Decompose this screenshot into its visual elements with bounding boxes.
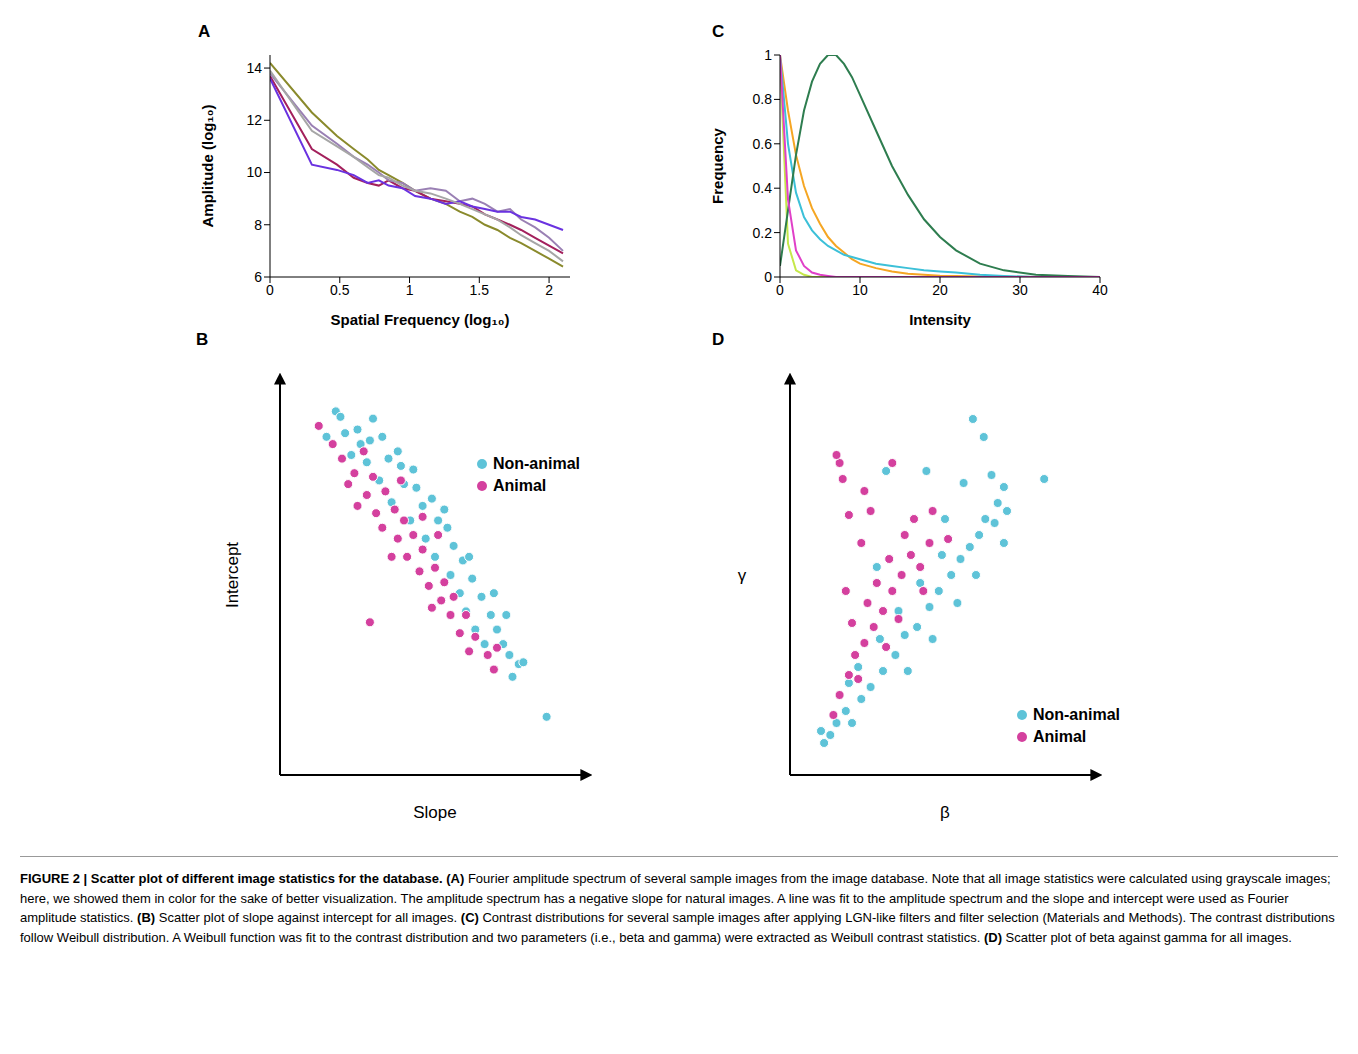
html-text:D: D xyxy=(712,330,725,349)
svg-text:1: 1 xyxy=(406,282,414,298)
html-text:Non-animal: Non-animal xyxy=(1032,706,1120,723)
html-text:A: A xyxy=(198,22,211,41)
svg-text:0.2: 0.2 xyxy=(753,225,773,241)
html-text:Non-animal: Non-animal xyxy=(492,455,580,472)
svg-text:0: 0 xyxy=(266,282,274,298)
svg-text:1: 1 xyxy=(764,47,772,63)
svg-text:Slope: Slope xyxy=(413,803,456,822)
svg-text:1.5: 1.5 xyxy=(470,282,490,298)
html-text:Animal: Animal xyxy=(1032,728,1087,745)
svg-text:40: 40 xyxy=(1092,282,1108,298)
svg-text:0.4: 0.4 xyxy=(753,180,773,196)
svg-text:β: β xyxy=(940,803,950,822)
html-text:B: B xyxy=(196,330,209,349)
svg-text:14: 14 xyxy=(246,60,262,76)
svg-text:10: 10 xyxy=(852,282,868,298)
html-text:FIGURE 2 | Scatter plot of dif: FIGURE 2 | Scatter plot of different ima… xyxy=(20,871,1335,945)
svg-text:0: 0 xyxy=(764,269,772,285)
svg-text:0.5: 0.5 xyxy=(330,282,350,298)
svg-text:0: 0 xyxy=(776,282,784,298)
svg-text:Intensity: Intensity xyxy=(909,311,971,328)
svg-text:10: 10 xyxy=(246,164,262,180)
svg-text:20: 20 xyxy=(932,282,948,298)
html-text:Animal: Animal xyxy=(492,477,547,494)
svg-text:2: 2 xyxy=(545,282,553,298)
svg-text:6: 6 xyxy=(254,269,262,285)
svg-text:Frequency: Frequency xyxy=(709,127,726,204)
svg-text:30: 30 xyxy=(1012,282,1028,298)
svg-text:12: 12 xyxy=(246,112,262,128)
svg-text:Intercept: Intercept xyxy=(223,542,242,608)
svg-text:0.6: 0.6 xyxy=(753,136,773,152)
svg-text:Spatial Frequency (log₁₀): Spatial Frequency (log₁₀) xyxy=(331,311,510,328)
svg-text:γ: γ xyxy=(738,566,747,585)
html-text:C: C xyxy=(712,22,725,41)
svg-text:Amplitude (log₁₀): Amplitude (log₁₀) xyxy=(199,105,216,228)
svg-text:0.8: 0.8 xyxy=(753,91,773,107)
svg-text:8: 8 xyxy=(254,217,262,233)
